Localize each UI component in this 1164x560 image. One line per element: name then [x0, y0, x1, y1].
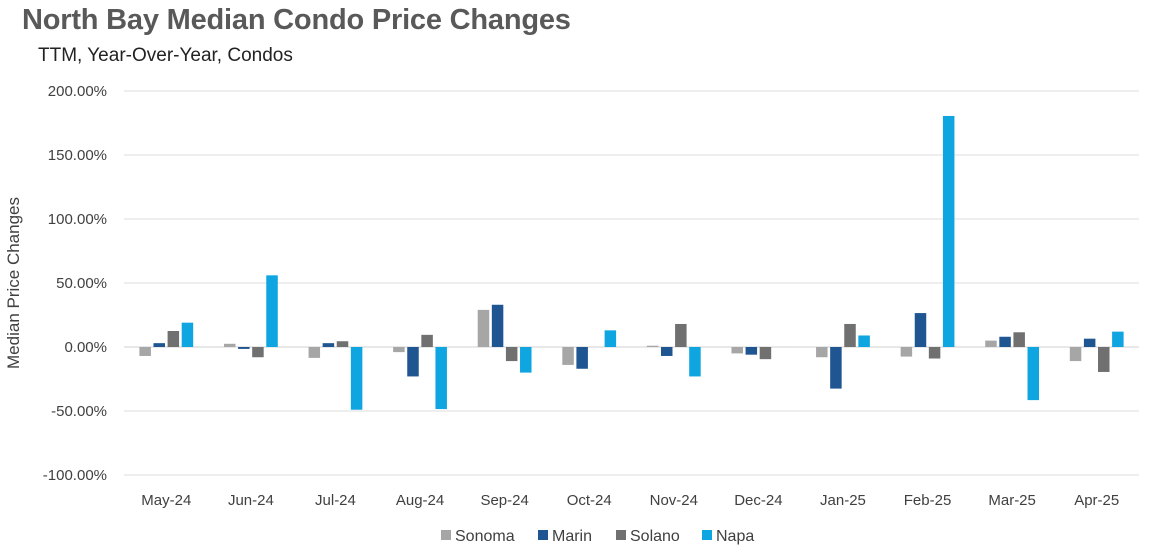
legend-swatch-solano [616, 530, 626, 540]
y-tick-label: 200.00% [48, 83, 107, 100]
bar-marin-aug-24 [407, 347, 419, 377]
bar-marin-dec-24 [745, 347, 758, 355]
y-tick-label: -50.00% [51, 403, 107, 420]
x-tick-label: May-24 [141, 492, 191, 509]
bar-solano-sep-24 [505, 347, 518, 362]
bar-napa-jan-25 [858, 335, 870, 347]
bar-napa-feb-25 [942, 115, 955, 348]
bar-solano-apr-25 [1098, 347, 1110, 372]
bar-sonoma-sep-24 [477, 309, 490, 347]
bar-napa-apr-25 [1112, 331, 1124, 347]
x-tick-label: Nov-24 [650, 492, 698, 509]
bar-marin-oct-24 [576, 347, 588, 369]
bar-marin-may-24 [153, 343, 165, 347]
bar-napa-mar-25 [1027, 347, 1040, 401]
bar-sonoma-mar-25 [985, 340, 997, 347]
x-tick-label: Apr-25 [1074, 492, 1119, 509]
x-axis-ticks: May-24 Jun-24 Jul-24 Aug-24 Sep-24 Oct-24 Nov-… [141, 492, 1119, 509]
bar-sonoma-nov-24 [646, 345, 659, 347]
y-tick-label: 50.00% [56, 275, 107, 292]
x-tick-label: Jan-25 [820, 492, 866, 509]
gridlines [124, 90, 1139, 476]
bar-solano-jun-24 [252, 347, 264, 358]
bar-marin-sep-24 [491, 304, 504, 347]
bar-napa-aug-24 [435, 347, 447, 410]
legend: Sonoma Marin Solano Napa [441, 528, 754, 545]
bar-napa-jun-24 [266, 275, 278, 347]
bars [139, 115, 1124, 410]
bar-solano-nov-24 [675, 323, 687, 347]
bar-marin-feb-25 [914, 313, 927, 347]
bar-solano-aug-24 [421, 334, 433, 347]
bar-napa-may-24 [181, 322, 194, 347]
bar-napa-nov-24 [689, 347, 701, 377]
bar-napa-oct-24 [604, 330, 617, 347]
legend-label-sonoma: Sonoma [455, 528, 515, 545]
bar-sonoma-aug-24 [393, 347, 405, 353]
bar-sonoma-apr-25 [1069, 347, 1082, 362]
bar-sonoma-jan-25 [816, 347, 828, 358]
x-tick-label: Aug-24 [396, 492, 444, 509]
bar-sonoma-feb-25 [900, 347, 913, 357]
bar-napa-jul-24 [350, 347, 363, 410]
bar-solano-feb-25 [928, 347, 941, 359]
y-tick-label: -100.00% [43, 467, 107, 484]
bar-marin-jun-24 [238, 347, 250, 349]
y-axis-label: Median Price Changes [4, 197, 23, 369]
bar-sonoma-jun-24 [223, 343, 236, 347]
y-tick-label: 0.00% [64, 339, 107, 356]
bar-solano-jan-25 [844, 323, 856, 347]
x-tick-label: Jul-24 [315, 492, 356, 509]
bar-marin-apr-25 [1083, 338, 1096, 347]
chart-subtitle: TTM, Year-Over-Year, Condos [38, 45, 293, 66]
bar-sonoma-may-24 [139, 347, 151, 356]
y-tick-label: 100.00% [48, 211, 107, 228]
y-tick-label: 150.00% [48, 147, 107, 164]
bar-solano-mar-25 [1013, 332, 1025, 347]
y-axis-ticks: 200.00% 150.00% 100.00% 50.00% 0.00% -50.00% -… [43, 83, 107, 484]
legend-label-napa: Napa [716, 528, 754, 545]
x-tick-label: Mar-25 [988, 492, 1036, 509]
bar-marin-jan-25 [830, 347, 842, 389]
x-tick-label: Feb-25 [904, 492, 952, 509]
legend-swatch-napa [702, 530, 712, 540]
x-tick-label: Sep-24 [480, 492, 528, 509]
x-tick-label: Oct-24 [567, 492, 612, 509]
bar-napa-sep-24 [520, 347, 532, 373]
bar-marin-jul-24 [322, 343, 335, 347]
bar-solano-dec-24 [759, 347, 772, 360]
bar-marin-nov-24 [660, 347, 673, 356]
x-tick-label: Jun-24 [228, 492, 274, 509]
bar-solano-may-24 [167, 331, 180, 347]
legend-label-marin: Marin [552, 528, 592, 545]
legend-label-solano: Solano [630, 528, 680, 545]
bar-sonoma-dec-24 [731, 347, 743, 354]
legend-swatch-sonoma [441, 530, 451, 540]
bar-sonoma-jul-24 [308, 347, 321, 358]
x-tick-label: Dec-24 [734, 492, 782, 509]
chart-title: North Bay Median Condo Price Changes [22, 4, 571, 36]
bar-solano-jul-24 [336, 341, 349, 347]
legend-swatch-marin [538, 530, 548, 540]
bar-marin-mar-25 [999, 336, 1011, 347]
bar-sonoma-oct-24 [562, 347, 574, 365]
